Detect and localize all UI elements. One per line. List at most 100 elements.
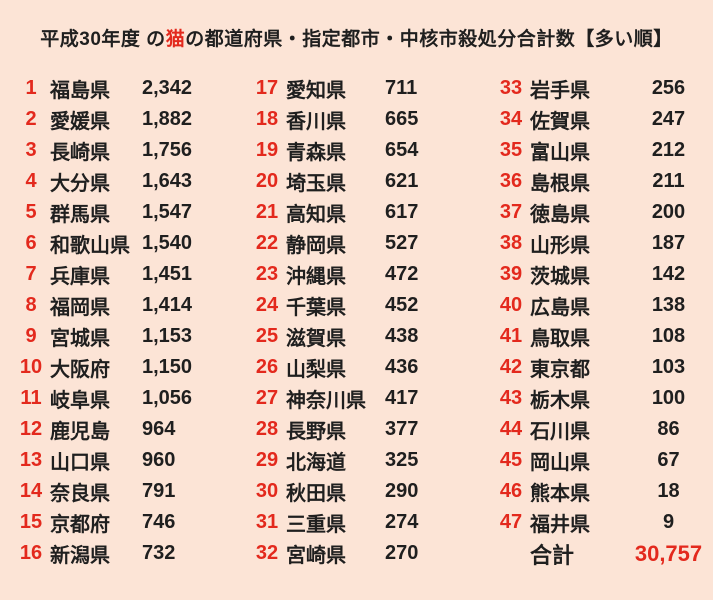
rank-number: 7 (25, 263, 37, 285)
cull-count-value: 1,153 (142, 325, 193, 347)
prefecture-name: 宮城県 (50, 328, 110, 350)
table-row: 34 佐賀県 247 (492, 104, 713, 135)
table-row: 30 秋田県 290 (248, 476, 469, 507)
cull-count-value: 200 (651, 201, 686, 223)
prefecture-name: 大阪府 (50, 359, 110, 381)
prefecture-name: 福岡県 (50, 297, 110, 319)
cull-count-value: 103 (651, 356, 686, 378)
cull-count-value: 9 (662, 511, 675, 533)
table-row: 40 広島県 138 (492, 290, 713, 321)
table-row: 42 東京都 103 (492, 352, 713, 383)
cull-count-value: 711 (385, 77, 418, 99)
cull-count-value: 187 (651, 232, 686, 254)
title-prefix: 平成30年度 の (40, 29, 166, 50)
table-row: 5 群馬県 1,547 (12, 197, 233, 228)
table-row: 19 青森県 654 (248, 135, 469, 166)
rank-number: 23 (255, 263, 279, 285)
prefecture-name: 群馬県 (50, 204, 110, 226)
cull-count-value: 86 (657, 418, 680, 440)
prefecture-name: 愛媛県 (50, 111, 110, 133)
table-row: 37 徳島県 200 (492, 197, 713, 228)
prefecture-name: 大分県 (50, 173, 110, 195)
table-row: 4 大分県 1,643 (12, 166, 233, 197)
cull-count-value: 211 (652, 170, 685, 192)
cull-count-value: 527 (385, 232, 419, 254)
cull-count-value: 1,414 (142, 294, 193, 316)
prefecture-name: 佐賀県 (530, 111, 590, 133)
prefecture-name: 埼玉県 (286, 173, 346, 195)
cull-count-value: 665 (385, 108, 419, 130)
rank-number: 29 (255, 449, 279, 471)
cull-count-value: 108 (651, 325, 686, 347)
table-row: 43 栃木県 100 (492, 383, 713, 414)
total-value: 30,757 (634, 541, 703, 566)
cull-count-value: 270 (385, 542, 419, 564)
rank-number: 41 (499, 325, 523, 347)
table-row: 35 富山県 212 (492, 135, 713, 166)
rank-number: 6 (25, 232, 37, 254)
prefecture-name: 奈良県 (50, 483, 110, 505)
table-row: 45 岡山県 67 (492, 445, 713, 476)
rank-number: 43 (499, 387, 523, 409)
rank-number: 30 (255, 480, 279, 502)
prefecture-name: 高知県 (286, 204, 346, 226)
rank-number: 12 (19, 418, 43, 440)
table-row: 38 山形県 187 (492, 228, 713, 259)
prefecture-name: 長崎県 (50, 142, 110, 164)
cull-count-value: 746 (142, 511, 176, 533)
table-row: 10 大阪府 1,150 (12, 352, 233, 383)
rank-number: 42 (499, 356, 523, 378)
prefecture-name: 兵庫県 (50, 266, 110, 288)
rank-number: 24 (255, 294, 279, 316)
cull-count-value: 325 (385, 449, 419, 471)
cull-count-value: 654 (385, 139, 419, 161)
cull-count-value: 1,547 (142, 201, 193, 223)
rank-number: 11 (20, 387, 42, 409)
prefecture-name: 新潟県 (50, 545, 110, 567)
prefecture-name: 東京都 (530, 359, 590, 381)
table-row: 26 山梨県 436 (248, 352, 469, 383)
page-title: 平成30年度 の猫の都道府県・指定都市・中核市殺処分合計数【多い順】 (0, 24, 713, 51)
cull-count-value: 274 (385, 511, 419, 533)
prefecture-name: 福井県 (530, 514, 590, 536)
rank-number: 17 (255, 77, 279, 99)
table-row: 8 福岡県 1,414 (12, 290, 233, 321)
table-row: 33 岩手県 256 (492, 73, 713, 104)
prefecture-name: 島根県 (530, 173, 590, 195)
cull-count-value: 100 (651, 387, 686, 409)
table-row: 20 埼玉県 621 (248, 166, 469, 197)
prefecture-name: 栃木県 (530, 390, 590, 412)
cull-count-value: 417 (385, 387, 419, 409)
rank-number: 18 (255, 108, 279, 130)
rank-number: 1 (25, 77, 37, 99)
rank-number: 3 (25, 139, 37, 161)
table-row: 46 熊本県 18 (492, 476, 713, 507)
prefecture-name: 茨城県 (530, 266, 590, 288)
prefecture-name: 岐阜県 (50, 390, 110, 412)
prefecture-name: 長野県 (286, 421, 346, 443)
table-row: 18 香川県 665 (248, 104, 469, 135)
cull-count-value: 621 (385, 170, 419, 192)
prefecture-name: 鳥取県 (530, 328, 590, 350)
table-row: 39 茨城県 142 (492, 259, 713, 290)
cull-count-value: 1,056 (142, 387, 193, 409)
prefecture-name: 青森県 (286, 142, 346, 164)
rank-number: 22 (255, 232, 279, 254)
rank-number: 33 (499, 77, 523, 99)
prefecture-name: 滋賀県 (286, 328, 346, 350)
table-row: 27 神奈川県 417 (248, 383, 469, 414)
rank-number: 47 (499, 511, 523, 533)
rank-number: 21 (255, 201, 279, 223)
cull-count-value: 247 (651, 108, 686, 130)
prefecture-name: 富山県 (530, 142, 590, 164)
table-row: 13 山口県 960 (12, 445, 233, 476)
rank-number: 4 (25, 170, 37, 192)
rank-number: 16 (19, 542, 43, 564)
cull-count-value: 1,643 (142, 170, 193, 192)
table-row: 31 三重県 274 (248, 507, 469, 538)
prefecture-name: 静岡県 (286, 235, 346, 257)
table-row: 14 奈良県 791 (12, 476, 233, 507)
rank-number: 2 (25, 108, 37, 130)
prefecture-name: 岡山県 (530, 452, 590, 474)
cull-count-value: 290 (385, 480, 419, 502)
